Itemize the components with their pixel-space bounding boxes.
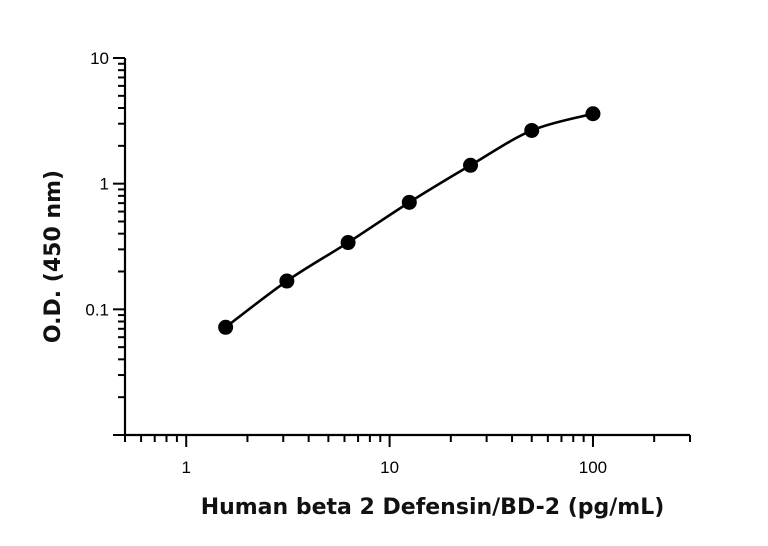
x-tick-label: 10: [380, 458, 399, 477]
data-point: [218, 319, 234, 335]
y-axis-ticks: 0.1 1 10: [85, 49, 125, 436]
y-axis-title: O.D. (450 nm): [41, 170, 66, 343]
data-point: [524, 122, 540, 138]
data-points: [218, 106, 601, 335]
x-tick-label: 100: [579, 458, 607, 477]
x-tick-label: 1: [181, 458, 190, 477]
y-tick-label: 1: [100, 175, 109, 194]
y-tick-label: 0.1: [85, 300, 109, 319]
y-tick-label: 10: [90, 49, 109, 68]
x-axis-title: Human beta 2 Defensin/BD-2 (pg/mL): [201, 495, 665, 520]
x-axis-ticks: 1 10 100: [124, 435, 691, 477]
data-point: [585, 106, 601, 122]
data-point: [279, 273, 295, 289]
axes: 0.1 1 10 1 10 100: [85, 49, 691, 477]
fit-curve: [224, 112, 594, 329]
data-point: [401, 194, 417, 210]
data-point: [340, 235, 356, 251]
data-point: [463, 157, 479, 173]
